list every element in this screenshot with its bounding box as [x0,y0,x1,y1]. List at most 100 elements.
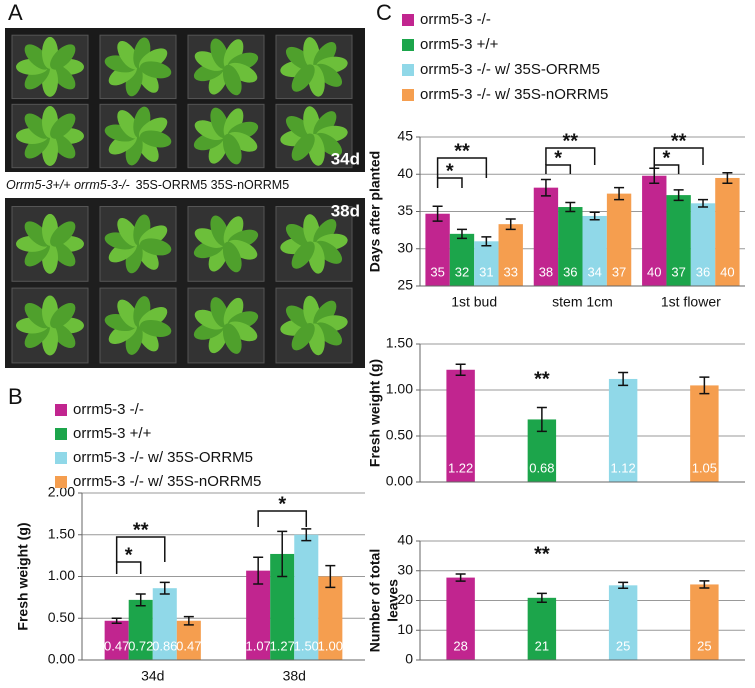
y-tick-label: 0.50 [48,609,75,625]
legend-label: orrm5-3 -/- [73,401,144,418]
legend-label: orrm5-3 -/- w/ 35S-nORRM5 [73,473,261,490]
bar [246,570,271,660]
legend-label: orrm5-3 +/+ [73,425,152,442]
leaf [285,305,314,329]
y-tick-label: 30 [397,239,413,255]
annotation: ** [454,140,470,162]
leaf [50,302,76,329]
bar [715,177,740,286]
value-label: 1.05 [692,460,717,475]
leaf [50,241,76,267]
value-label: 0.47 [176,638,201,653]
y-tick-label: 25 [397,277,413,293]
bracket [257,510,308,527]
value-label: 36 [563,264,577,279]
photo-tag: 34d [331,149,360,168]
legend-swatch [402,64,414,76]
leaf [222,323,242,354]
bar [527,597,557,660]
bar [318,576,343,660]
leaf [291,64,315,92]
error-bar [673,189,684,202]
value-label: 25 [697,638,711,653]
leaf [50,133,76,159]
bar [606,193,632,286]
bar [666,195,691,286]
error-bar [618,581,629,590]
leaf [50,221,76,247]
leaf [50,64,76,90]
error-bar [698,198,709,208]
annotation: ** [563,130,579,152]
error-bar [614,186,625,201]
caption-italic: Orrm5-3+/+ orrm5-3-/- [6,178,130,192]
y-tick-label: 1.00 [48,567,75,583]
y-tick-label: 10 [397,621,413,637]
error-bar [722,172,733,184]
panel-a: A 34d 38d Orrm5-3+/+ orrm5-3-/- 35S-ORRM5… [5,0,365,368]
error-bar [432,205,443,222]
y-tick-label: 1.50 [48,525,75,541]
value-label: 35 [430,264,444,279]
error-bar [618,371,629,387]
panel-label: A [8,0,23,25]
x-tick-label: stem 1cm [552,294,613,310]
value-label: 37 [671,264,685,279]
leaf [285,46,314,71]
leaf [139,238,172,256]
leaf [222,241,242,273]
y-tick-label: 45 [397,128,413,144]
bar [474,241,499,286]
error-bar [301,528,312,542]
value-label: 36 [696,264,710,279]
bar [449,233,475,286]
value-label: 31 [479,264,493,279]
error-bar [111,617,122,625]
y-tick-label: 0 [405,651,413,667]
legend-swatch [55,452,67,464]
error-bar [699,580,710,589]
bar [642,175,667,286]
leaf [291,241,315,269]
legend-swatch [55,428,67,440]
y-tick-label: 0.00 [48,651,75,667]
bar [533,187,559,286]
value-label: 40 [647,264,661,279]
legend-label: orrm5-3 -/- w/ 35S-ORRM5 [420,61,600,78]
panel-label: B [8,384,23,409]
bracket [115,536,166,562]
annotation: ** [671,130,687,152]
value-label: 37 [612,264,626,279]
y-axis-label: Days after planted [367,151,383,272]
annotation: * [663,147,671,169]
legend-label: orrm5-3 -/- w/ 35S-nORRM5 [420,86,608,103]
y-tick-label: 35 [397,202,413,218]
bar [608,585,638,660]
leaf [50,44,76,70]
annotation: ** [133,519,149,541]
legend-label: orrm5-3 -/- w/ 35S-ORRM5 [73,449,253,466]
leaf [50,113,76,139]
leaf [24,302,50,329]
bracket [545,164,572,174]
leaf [291,133,315,161]
error-bar [481,236,492,247]
leaf [139,61,172,79]
error-bar [159,581,170,595]
bar [176,620,201,660]
plants [11,34,353,364]
leaf [139,319,172,338]
annotation: * [278,493,286,515]
leaf [24,221,50,247]
value-label: 40 [720,264,734,279]
bracket [115,561,142,574]
legend-swatch [55,476,67,488]
y-tick-label: 20 [397,591,413,607]
legend-swatch [402,89,414,101]
y-tick-label: 40 [397,165,413,181]
bar [690,584,719,660]
bar [294,534,319,660]
value-label: 1.00 [318,638,343,653]
